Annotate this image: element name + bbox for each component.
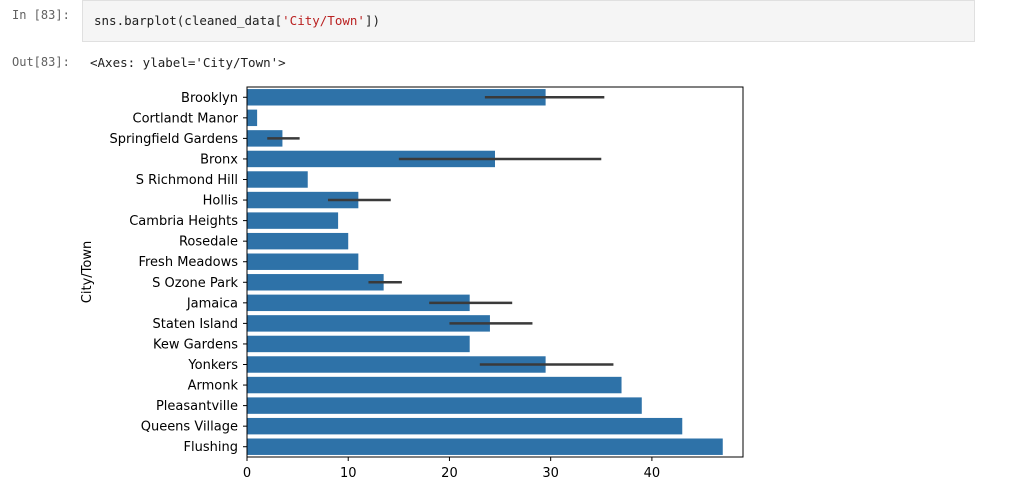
bars-group (247, 89, 723, 455)
bar (247, 294, 470, 312)
y-tick-label: Springfield Gardens (109, 132, 238, 147)
bar (247, 109, 258, 127)
bar (247, 376, 622, 394)
code-prefix: sns.barplot(cleaned_data[ (94, 13, 283, 28)
bar (247, 212, 339, 229)
y-tick-label: S Richmond Hill (136, 173, 238, 188)
bar (247, 274, 384, 291)
y-tick-label: Flushing (184, 440, 238, 455)
bar (247, 89, 546, 106)
x-tick-label: 20 (441, 466, 458, 481)
y-tick-label: Queens Village (141, 420, 238, 435)
y-tick-label: Cortlandt Manor (133, 111, 239, 126)
output-prompt: Out[83]: (12, 55, 70, 69)
y-tick-label: Yonkers (187, 358, 238, 373)
code-string-literal: 'City/Town' (282, 13, 365, 28)
y-tick-label: Bronx (200, 152, 238, 167)
axes-frame (246, 86, 744, 458)
y-tick-label: Hollis (203, 194, 239, 209)
y-tick-label: Pleasantville (156, 399, 238, 414)
bar (247, 150, 495, 168)
x-tick-label: 10 (340, 466, 357, 481)
x-tick-label: 0 (243, 466, 251, 481)
code-line[interactable]: sns.barplot(cleaned_data['City/Town']) (94, 13, 380, 28)
input-prompt: In [83]: (12, 8, 70, 22)
y-tick-label: Kew Gardens (153, 337, 238, 352)
y-tick-label: Armonk (188, 379, 239, 394)
y-tick-label: Fresh Meadows (138, 255, 238, 270)
bar (247, 397, 642, 414)
y-tick-label: Brooklyn (181, 91, 238, 106)
y-axis-label: City/Town (80, 241, 95, 303)
y-tick-label: S Ozone Park (152, 276, 238, 291)
y-tick-label: Rosedale (179, 235, 238, 250)
output-repr: <Axes: ylabel='City/Town'> (90, 55, 286, 70)
code-cell-input[interactable]: sns.barplot(cleaned_data['City/Town']) (82, 0, 975, 42)
bar (247, 438, 723, 455)
y-tick-label: Cambria Heights (129, 214, 238, 229)
code-suffix: ]) (364, 13, 381, 28)
bar (247, 232, 349, 250)
bar (247, 171, 308, 188)
y-tick-labels: Brooklyn Cortlandt Manor Springfield Garde… (109, 91, 247, 455)
bar (247, 191, 359, 209)
errorbars-group (267, 96, 614, 366)
y-tick-label: Jamaica (186, 296, 238, 311)
x-tick-label: 30 (542, 466, 559, 481)
bar (247, 417, 683, 435)
bar (247, 130, 283, 147)
x-tick-label: 40 (644, 466, 661, 481)
bar (247, 356, 546, 373)
bar (247, 335, 470, 353)
x-ticks: 0 10 20 30 40 (243, 457, 660, 481)
y-tick-label: Staten Island (153, 317, 238, 332)
bar (247, 253, 359, 270)
bar (247, 315, 490, 332)
